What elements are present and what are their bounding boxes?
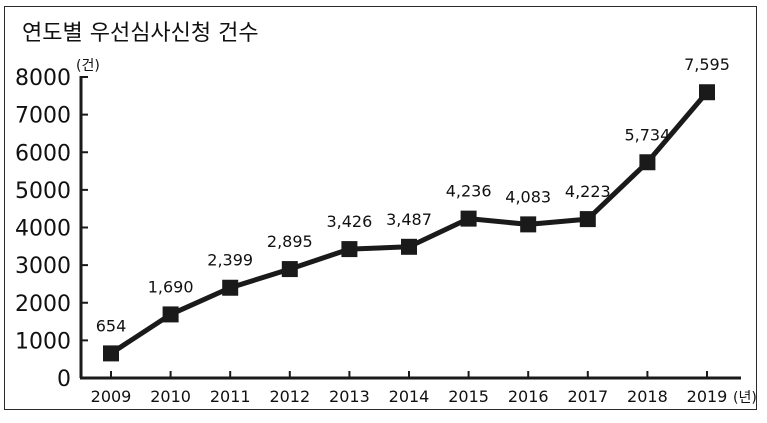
data-point-marker xyxy=(699,84,715,101)
x-tick-label: 2012 xyxy=(269,387,310,406)
x-tick-label: 2014 xyxy=(389,387,430,406)
x-tick-label: 2011 xyxy=(210,387,251,406)
series-line-group xyxy=(103,84,715,362)
y-tick-label: 0 xyxy=(57,367,71,392)
x-tick-label: 2009 xyxy=(91,387,132,406)
data-label: 4,223 xyxy=(565,182,611,201)
x-tick-label: 2019 xyxy=(687,387,728,406)
data-label: 2,399 xyxy=(207,251,253,270)
data-label: 1,690 xyxy=(148,277,194,296)
axes: 0 1000 2000 3000 4000 5000 6000 7000 8000 2009 201… xyxy=(15,66,741,406)
data-label: 7,595 xyxy=(684,55,730,74)
data-point-marker xyxy=(222,279,239,296)
data-label: 2,895 xyxy=(267,232,313,251)
data-label: 4,083 xyxy=(505,187,551,206)
data-point-marker xyxy=(579,211,596,228)
data-label: 5,734 xyxy=(624,125,670,144)
data-point-marker xyxy=(520,216,537,233)
data-point-marker xyxy=(401,238,417,255)
x-axis-unit: (년) xyxy=(733,390,757,406)
x-tick-label: 2017 xyxy=(567,387,608,406)
x-tick-label: 2015 xyxy=(448,387,489,406)
data-label: 3,487 xyxy=(386,210,432,229)
data-labels-group: 654 1,690 2,399 2,895 3,426 3,487 4,236 4,083 4,… xyxy=(96,55,730,335)
data-point-marker xyxy=(341,241,358,258)
x-tick-label: 2018 xyxy=(627,387,668,406)
y-tick-label: 4000 xyxy=(15,217,71,242)
data-point-marker xyxy=(103,345,119,362)
data-label: 3,426 xyxy=(326,212,372,231)
data-point-marker xyxy=(162,306,179,323)
y-tick-label: 7000 xyxy=(15,104,71,129)
data-label: 654 xyxy=(96,316,127,335)
y-axis-unit: (건) xyxy=(76,58,100,74)
y-tick-label: 5000 xyxy=(15,179,71,204)
x-tick-label: 2013 xyxy=(329,387,370,406)
data-point-marker xyxy=(639,154,656,171)
data-point-marker xyxy=(460,210,477,227)
y-tick-label: 8000 xyxy=(15,66,71,91)
x-tick-label: 2016 xyxy=(508,387,549,406)
y-tick-label: 1000 xyxy=(15,329,71,354)
data-label: 4,236 xyxy=(446,182,492,201)
data-point-marker xyxy=(281,261,298,278)
chart-title: 연도별 우선심사신청 건수 xyxy=(22,21,259,46)
y-tick-label: 2000 xyxy=(15,292,71,317)
y-tick-label: 6000 xyxy=(15,141,71,166)
y-tick-label: 3000 xyxy=(15,254,71,279)
x-tick-label: 2010 xyxy=(150,387,191,406)
